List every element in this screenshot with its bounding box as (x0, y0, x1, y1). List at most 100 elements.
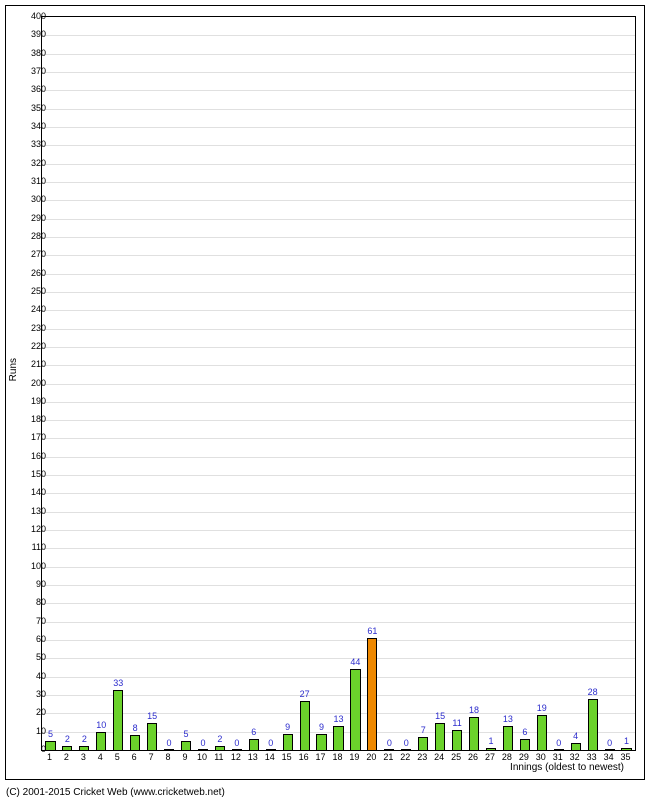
y-tick-label: 120 (14, 524, 46, 534)
bar-value-label: 28 (588, 687, 598, 697)
bar (503, 726, 513, 750)
bar (130, 735, 140, 750)
bar (469, 717, 479, 750)
y-tick-label: 350 (14, 103, 46, 113)
x-tick-label: 28 (499, 752, 515, 762)
gridline (42, 72, 635, 73)
gridline (42, 457, 635, 458)
y-tick-label: 110 (14, 542, 46, 552)
bar-value-label: 0 (268, 738, 273, 748)
gridline (42, 182, 635, 183)
y-tick-label: 400 (14, 11, 46, 21)
x-tick-label: 26 (465, 752, 481, 762)
gridline (42, 292, 635, 293)
x-tick-label: 25 (448, 752, 464, 762)
y-tick-label: 180 (14, 414, 46, 424)
bar-value-label: 9 (285, 722, 290, 732)
bar (418, 737, 428, 750)
bar-value-label: 5 (48, 729, 53, 739)
x-tick-label: 27 (482, 752, 498, 762)
x-tick-label: 16 (296, 752, 312, 762)
y-tick-label: 190 (14, 396, 46, 406)
y-tick-label: 340 (14, 121, 46, 131)
bar (588, 699, 598, 750)
y-tick-label: 210 (14, 359, 46, 369)
bar (181, 741, 191, 750)
gridline (42, 567, 635, 568)
bar (79, 746, 89, 750)
bar (333, 726, 343, 750)
bar-value-label: 0 (556, 738, 561, 748)
x-tick-label: 3 (75, 752, 91, 762)
x-tick-label: 15 (279, 752, 295, 762)
bar (113, 690, 123, 750)
gridline (42, 237, 635, 238)
bar (367, 638, 377, 750)
bar-value-label: 13 (333, 714, 343, 724)
x-tick-label: 13 (245, 752, 261, 762)
y-tick-label: 200 (14, 378, 46, 388)
bar-value-label: 33 (113, 678, 123, 688)
x-tick-label: 5 (109, 752, 125, 762)
y-tick-label: 380 (14, 48, 46, 58)
x-tick-label: 20 (363, 752, 379, 762)
bar-value-label: 1 (624, 736, 629, 746)
y-tick-label: 320 (14, 158, 46, 168)
x-tick-label: 9 (177, 752, 193, 762)
bar-value-label: 0 (234, 738, 239, 748)
y-tick-label: 390 (14, 29, 46, 39)
bar-value-label: 13 (503, 714, 513, 724)
bar-value-label: 2 (82, 734, 87, 744)
gridline (42, 475, 635, 476)
gridline (42, 640, 635, 641)
x-tick-label: 22 (397, 752, 413, 762)
gridline (42, 219, 635, 220)
bar-value-label: 2 (65, 734, 70, 744)
gridline (42, 35, 635, 36)
y-tick-label: 260 (14, 268, 46, 278)
y-tick-label: 60 (14, 634, 46, 644)
bar-value-label: 5 (183, 729, 188, 739)
gridline (42, 164, 635, 165)
y-tick-label: 100 (14, 561, 46, 571)
bar-value-label: 44 (350, 657, 360, 667)
y-tick-label: 310 (14, 176, 46, 186)
gridline (42, 347, 635, 348)
x-tick-label: 1 (41, 752, 57, 762)
x-tick-label: 11 (211, 752, 227, 762)
y-tick-label: 80 (14, 597, 46, 607)
bar (283, 734, 293, 750)
bar (571, 743, 581, 750)
y-tick-label: 140 (14, 487, 46, 497)
bar (350, 669, 360, 750)
x-tick-label: 17 (313, 752, 329, 762)
bar (452, 730, 462, 750)
chart-frame: Runs 52210338150502060927913446100715111… (5, 5, 645, 780)
copyright-text: (C) 2001-2015 Cricket Web (www.cricketwe… (6, 787, 225, 798)
bar (147, 723, 157, 750)
gridline (42, 677, 635, 678)
x-tick-label: 18 (330, 752, 346, 762)
x-tick-label: 14 (262, 752, 278, 762)
y-tick-label: 50 (14, 652, 46, 662)
bar (435, 723, 445, 750)
bar (96, 732, 106, 750)
y-tick-label: 250 (14, 286, 46, 296)
gridline (42, 402, 635, 403)
gridline (42, 329, 635, 330)
y-tick-label: 220 (14, 341, 46, 351)
bar-value-label: 6 (251, 727, 256, 737)
y-tick-label: 130 (14, 506, 46, 516)
gridline (42, 695, 635, 696)
y-tick-label: 370 (14, 66, 46, 76)
gridline (42, 200, 635, 201)
bar (164, 749, 174, 750)
x-tick-label: 32 (567, 752, 583, 762)
bar-value-label: 18 (469, 705, 479, 715)
bar (215, 746, 225, 750)
x-tick-label: 24 (431, 752, 447, 762)
gridline (42, 438, 635, 439)
bar (198, 749, 208, 750)
gridline (42, 274, 635, 275)
gridline (42, 493, 635, 494)
